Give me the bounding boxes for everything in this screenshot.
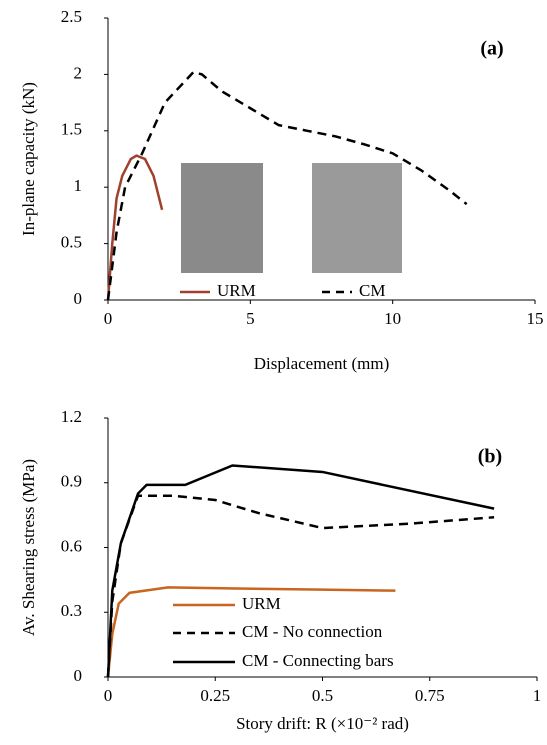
y-axis-label: Av. Shearing stress (MPa): [19, 459, 38, 636]
x-tick-label: 0: [104, 686, 113, 705]
x-tick-label: 0.75: [415, 686, 445, 705]
data-line: [106, 494, 495, 678]
photo: [181, 163, 263, 273]
x-tick-label: 5: [246, 309, 255, 328]
y-tick-label: 1: [74, 176, 83, 195]
legend-label: URM: [217, 281, 256, 300]
legend-label: CM: [359, 281, 385, 300]
data-line: [106, 70, 468, 301]
x-tick-label: 0.5: [312, 686, 333, 705]
y-tick-label: 2.5: [61, 7, 82, 26]
y-tick-label: 0: [74, 289, 83, 308]
y-tick-label: 0.9: [61, 472, 82, 491]
y-axis-label: In-plane capacity (kN): [19, 82, 38, 236]
legend-label: CM - No connection: [242, 622, 383, 641]
x-tick-label: 0: [104, 309, 113, 328]
legend-label: URM: [242, 594, 281, 613]
y-tick-label: 2: [74, 63, 83, 82]
data-line: [106, 154, 164, 301]
legend-label: CM - Connecting bars: [242, 651, 394, 670]
x-axis-label: Story drift: R (×10⁻² rad): [236, 714, 409, 733]
panel-label: (a): [480, 38, 503, 60]
y-tick-label: 0.5: [61, 233, 82, 252]
y-tick-label: 1.5: [61, 120, 82, 139]
x-tick-label: 10: [384, 309, 401, 328]
panel-label: (b): [478, 446, 502, 468]
y-tick-label: 1.2: [61, 407, 82, 426]
x-axis-label: Displacement (mm): [254, 354, 390, 373]
x-tick-label: 0.25: [200, 686, 230, 705]
x-tick-label: 1: [533, 686, 542, 705]
x-tick-label: 15: [527, 309, 544, 328]
y-tick-label: 0.6: [61, 536, 82, 555]
y-tick-label: 0.3: [61, 601, 82, 620]
data-line: [106, 464, 495, 678]
photo: [312, 163, 402, 273]
data-line: [106, 586, 396, 678]
y-tick-label: 0: [74, 666, 83, 685]
